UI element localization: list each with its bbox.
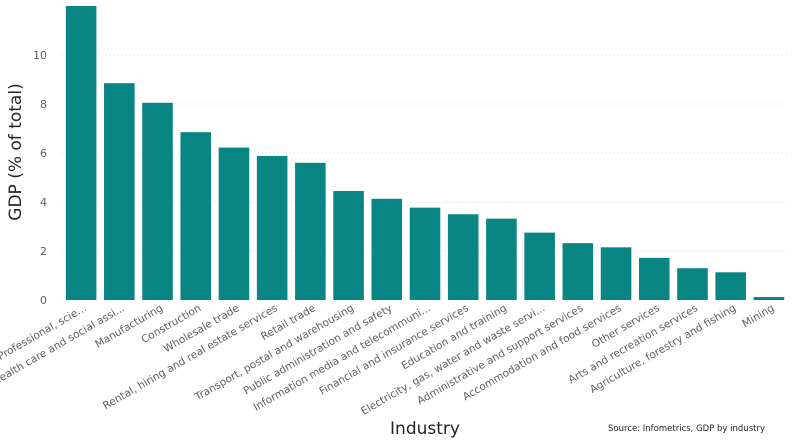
bar[interactable] — [371, 198, 403, 300]
x-tick-label: Mining — [740, 302, 776, 330]
y-tick-label: 8 — [40, 98, 47, 111]
x-axis-ticks: Professional, scie...Health care and soc… — [0, 302, 776, 418]
source-note: Source: Infometrics, GDP by industry — [608, 424, 765, 434]
bar[interactable] — [524, 232, 555, 300]
y-tick-label: 6 — [40, 147, 47, 160]
bar[interactable] — [638, 257, 670, 300]
bar[interactable] — [600, 247, 632, 300]
y-tick-label: 0 — [40, 294, 47, 307]
x-axis-title: Industry — [390, 419, 460, 439]
bar[interactable] — [677, 268, 708, 300]
y-tick-label: 10 — [33, 49, 47, 62]
bars — [65, 6, 785, 301]
bar[interactable] — [715, 272, 746, 300]
bar[interactable] — [562, 243, 594, 300]
bar[interactable] — [65, 6, 97, 300]
y-axis-ticks: 0 2 4 6 8 10 — [33, 49, 47, 307]
bar[interactable] — [218, 147, 250, 300]
bar[interactable] — [486, 218, 517, 300]
bar[interactable] — [333, 190, 364, 300]
y-tick-label: 2 — [40, 245, 47, 258]
bar[interactable] — [142, 102, 173, 301]
y-tick-label: 4 — [40, 196, 47, 209]
bar[interactable] — [180, 132, 212, 300]
bar[interactable] — [256, 155, 288, 300]
bar[interactable] — [295, 162, 326, 300]
bar[interactable] — [104, 83, 135, 300]
y-axis-title: GDP (% of total) — [6, 83, 26, 220]
bar[interactable] — [409, 207, 441, 300]
bar[interactable] — [753, 297, 785, 300]
bar[interactable] — [447, 214, 479, 300]
